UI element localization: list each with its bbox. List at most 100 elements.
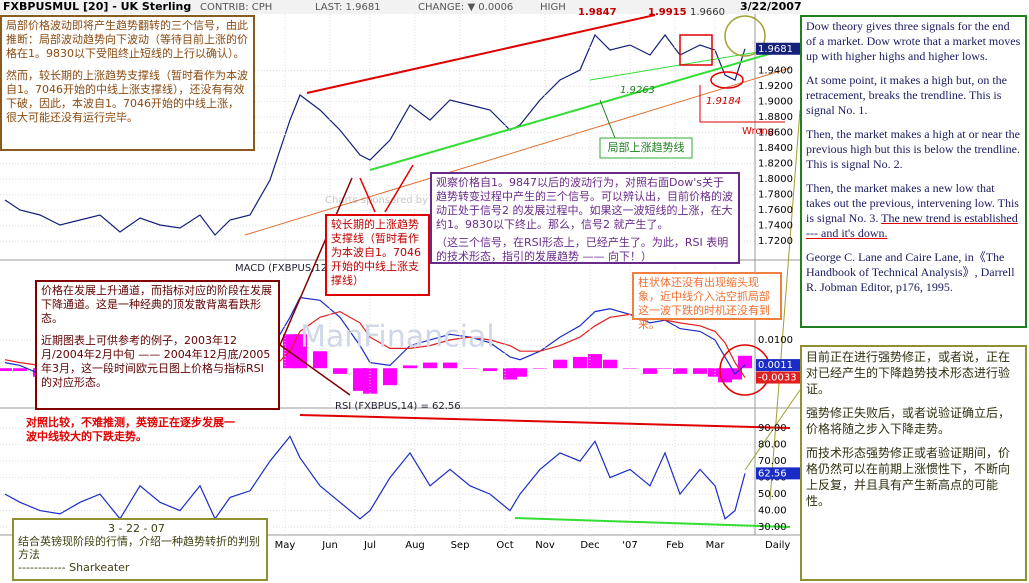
price-label: Wrong: [742, 126, 774, 137]
current-value-box: [756, 42, 800, 55]
x-tick-label: Jun: [321, 540, 338, 551]
note-text: 结合英镑现阶段的行情，介绍一种趋势转折的判别方法: [18, 535, 260, 561]
histogram-bar: [403, 365, 417, 369]
rsi-trendline: [299, 414, 791, 429]
x-tick-label: May: [275, 540, 296, 551]
series-line: [4, 33, 746, 236]
note-text: 局部价格波动即将产生趋势翻转的三个信号，由此推断：局部波动趋势向下波动（等待目前…: [6, 19, 248, 60]
x-axis-label: Daily: [765, 540, 790, 551]
histogram-bar: [483, 368, 497, 372]
current-value-label: 62.56: [758, 468, 787, 479]
price-label: 1.9915: [648, 7, 687, 18]
note-bottom-left: 3 - 22 - 07 结合英镑现阶段的行情，介绍一种趋势转折的判别方法 ---…: [12, 518, 268, 581]
connector: [599, 99, 616, 139]
y-tick-label: 70.00: [758, 456, 787, 467]
note-text: 3 - 22 - 07: [108, 522, 165, 535]
y-tick-label: 1.8800: [758, 112, 793, 123]
contrib: CONTRIB: CPH: [200, 2, 272, 13]
x-tick-label: Aug: [405, 540, 425, 551]
price-label: 1.9847: [578, 7, 617, 18]
trendline: [244, 67, 791, 236]
connector: [769, 109, 801, 501]
y-tick-label: 1.9400: [758, 66, 793, 77]
rsi-trendline: [514, 517, 791, 528]
current-value-box: [756, 467, 800, 480]
histogram-bar: [513, 368, 527, 377]
note-orange: 柱状体还没有出现缩头现象，近中线介入沽空抓局部这一波下跌的时机还没有到来。: [632, 272, 782, 331]
y-tick-label: 0.0100: [758, 335, 793, 346]
histogram-bar: [643, 368, 657, 374]
histogram-bar: [603, 359, 617, 369]
histogram-bar: [463, 368, 477, 369]
y-tick-label: 1.7200: [758, 236, 793, 247]
histogram-bar: [553, 359, 567, 369]
y-tick-label: 1.9000: [758, 97, 793, 108]
y-tick-label: 1.7400: [758, 221, 793, 232]
note-text: 近期图表上可供参考的例子，2003年12月/2004年2月中旬 —— 2004年…: [41, 334, 271, 389]
current-value-label: 0.0011: [758, 360, 793, 371]
histogram-bar: [443, 362, 457, 369]
note-text: 而技术形态强势修正或者验证期间，价格仍然可以在前期上涨惯性下，不断向上反复，并且…: [806, 446, 1011, 508]
panel-title: RSI (FXBPUS,14) = 62.56: [335, 401, 461, 412]
x-tick-label: Jul: [363, 540, 376, 551]
y-tick-label: 1.8600: [758, 128, 793, 139]
note-emphasis: The new trend is established --- and it'…: [806, 211, 1018, 240]
note-top-left: 局部价格波动即将产生趋势翻转的三个信号，由此推断：局部波动趋势向下波动（等待目前…: [0, 15, 255, 151]
histogram-bar: [333, 368, 347, 374]
histogram-bar: [588, 354, 602, 369]
price-label: 1.9660: [690, 7, 725, 18]
header-bar: [0, 0, 800, 14]
note-text: At some point, it makes a high but, on t…: [806, 73, 1007, 117]
note-text: Dow theory gives three signals for the e…: [806, 19, 1021, 63]
y-tick-label: 90.00: [758, 423, 787, 434]
note-text: Then, the market makes a new low that ta…: [806, 181, 1021, 241]
y-tick-label: 1.7600: [758, 205, 793, 216]
highlight-circle: [710, 71, 744, 89]
highlight-circle: [724, 15, 766, 57]
y-tick-label: 1.8200: [758, 159, 793, 170]
histogram-bar: [693, 368, 707, 374]
histogram-bar: [313, 351, 327, 369]
histogram-bar: [383, 368, 397, 386]
histogram-bar: [708, 368, 722, 377]
current-value-label: -0.0033: [758, 373, 797, 384]
series-line: [4, 435, 746, 521]
note-text: 然而，较长期的上涨趋势支撑线（暂时看作为本波自1。7046开始的中线上涨支撑线）…: [6, 69, 248, 124]
last: LAST: 1.9681: [315, 2, 381, 13]
histogram-bar: [0, 368, 12, 372]
note-text: ------------ Sharkeater: [18, 561, 130, 574]
arrow: [384, 164, 414, 213]
note-text: 观察价格自1。9847以后的波动行为，对照右面Dow's关于趋势转变过程中产生的…: [436, 176, 733, 231]
histogram-bar: [13, 368, 27, 372]
x-tick-label: Mar: [706, 540, 726, 551]
note-text: 目前正在进行强势修正，或者说，正在对已经产生的下降趋势技术形态进行验证。: [806, 350, 1011, 396]
date: 3/22/2007: [740, 0, 802, 13]
watermark-brand: ManFinancial: [300, 320, 495, 355]
histogram-bar: [503, 368, 517, 380]
high: HIGH: [540, 2, 566, 13]
note-text: 价格在发展上升通道，而指标对应的阶段在发展下降通道。这是一种经典的顶发散背离看跌…: [41, 284, 272, 325]
price-label: 1.9263: [620, 85, 655, 96]
panel-title: MACD (FXBPUS,12: [235, 263, 327, 274]
y-tick-label: 30.00: [758, 522, 787, 533]
y-tick-label: 1.9200: [758, 81, 793, 92]
note-text: 强势修正失败后，或者说验证确立后，价格将随之步入下降走势。: [806, 406, 1011, 436]
arrow: [359, 177, 376, 213]
connector: [744, 389, 801, 471]
symbol: FXBPUSMUL [20] - UK Sterling: [3, 0, 191, 13]
x-tick-label: Sep: [451, 540, 470, 551]
trendline: [369, 44, 801, 171]
current-value-label: 1.9681: [758, 44, 793, 55]
arrow: [279, 344, 351, 396]
note-text: Then, the market makes a high at or near…: [806, 127, 1020, 171]
note-purple: 观察价格自1。9847以后的波动行为，对照右面Dow's关于趋势转变过程中产生的…: [430, 172, 740, 264]
note-conclusion: 对照比较，不难推测，英镑正在逐步发展一波中线较大的下跌走势。: [26, 416, 235, 443]
price-label: 1.9184: [706, 96, 741, 107]
note-red: 较长期的上涨趋势支撑线（暂时看作为本波自1。7046开始的中线上涨支撑线）: [325, 214, 430, 296]
note-text: （这三个信号，在RSI形态上，已经产生了。为此，RSI 表明的技术形态，指引的发…: [436, 236, 729, 263]
y-tick-label: 40.00: [758, 506, 787, 517]
histogram-bar: [658, 368, 672, 369]
x-tick-label: Feb: [666, 540, 684, 551]
note-dow: Dow theory gives three signals for the e…: [800, 15, 1027, 328]
